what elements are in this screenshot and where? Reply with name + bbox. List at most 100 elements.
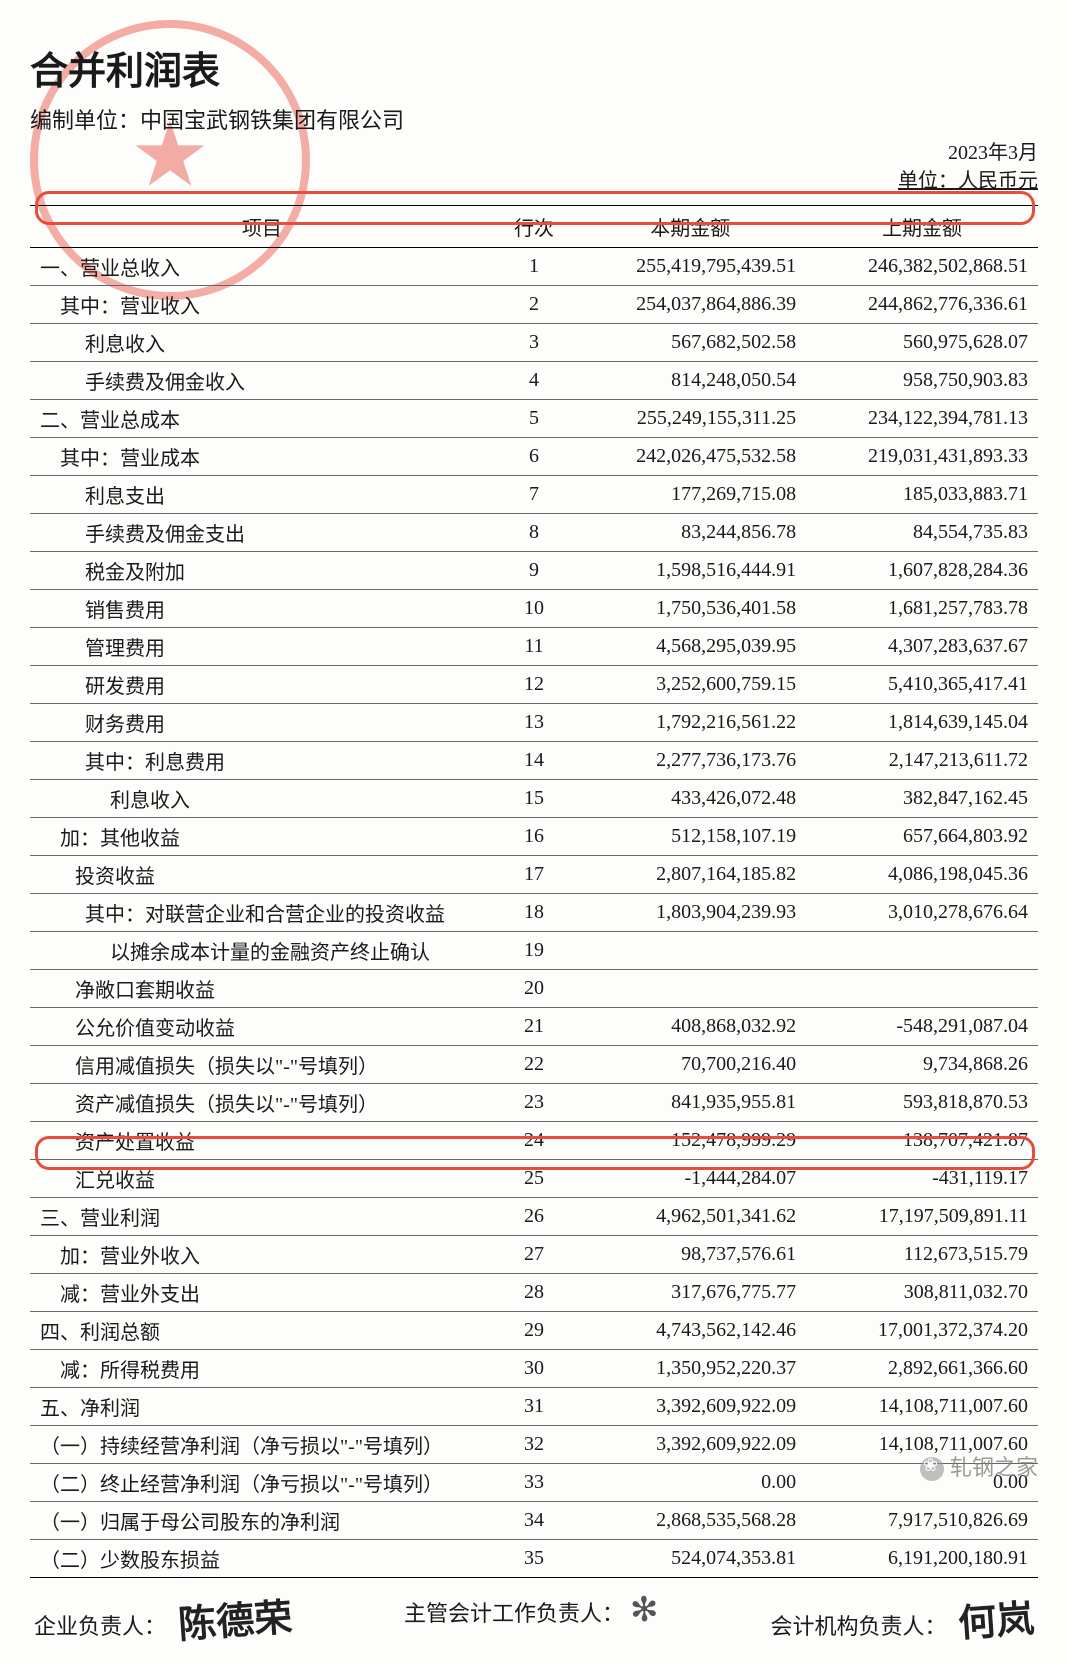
cell-item: 加：其他收益 <box>30 818 494 856</box>
cell-current: 2,807,164,185.82 <box>574 856 806 894</box>
watermark: 轧钢之家 <box>920 1450 1038 1482</box>
table-row: 五、净利润313,392,609,922.0914,108,711,007.60 <box>30 1388 1038 1426</box>
cell-item: 五、净利润 <box>30 1388 494 1426</box>
cell-current: 1,803,904,239.93 <box>574 894 806 932</box>
cell-rownum: 7 <box>494 476 575 514</box>
cell-rownum: 20 <box>494 970 575 1008</box>
cell-prior: 2,892,661,366.60 <box>806 1350 1038 1388</box>
cell-current: 524,074,353.81 <box>574 1540 806 1578</box>
cell-current: 3,252,600,759.15 <box>574 666 806 704</box>
cell-item: 资产处置收益 <box>30 1122 494 1160</box>
cell-rownum: 13 <box>494 704 575 742</box>
footer-label-3: 会计机构负责人： <box>770 1614 946 1639</box>
cell-rownum: 25 <box>494 1160 575 1198</box>
cell-current: 242,026,475,532.58 <box>574 438 806 476</box>
table-row: （一）持续经营净利润（净亏损以"-"号填列）323,392,609,922.09… <box>30 1426 1038 1464</box>
watermark-text: 轧钢之家 <box>950 1455 1038 1480</box>
cell-item: 信用减值损失（损失以"-"号填列） <box>30 1046 494 1084</box>
cell-item: 减：营业外支出 <box>30 1274 494 1312</box>
cell-prior: 4,307,283,637.67 <box>806 628 1038 666</box>
cell-rownum: 35 <box>494 1540 575 1578</box>
cell-item: 利息支出 <box>30 476 494 514</box>
signature-1: 陈德荣 <box>176 1586 294 1649</box>
cell-item: 公允价值变动收益 <box>30 1008 494 1046</box>
cell-item: 加：营业外收入 <box>30 1236 494 1274</box>
table-row: 其中：对联营企业和合营企业的投资收益181,803,904,239.933,01… <box>30 894 1038 932</box>
table-row: 减：营业外支出28317,676,775.77308,811,032.70 <box>30 1274 1038 1312</box>
cell-item: 手续费及佣金收入 <box>30 362 494 400</box>
cell-prior: 234,122,394,781.13 <box>806 400 1038 438</box>
cell-prior: 17,197,509,891.11 <box>806 1198 1038 1236</box>
cell-item: （一）持续经营净利润（净亏损以"-"号填列） <box>30 1426 494 1464</box>
table-row: 资产减值损失（损失以"-"号填列）23841,935,955.81593,818… <box>30 1084 1038 1122</box>
cell-current <box>574 970 806 1008</box>
cell-rownum: 15 <box>494 780 575 818</box>
cell-prior: -548,291,087.04 <box>806 1008 1038 1046</box>
cell-rownum: 14 <box>494 742 575 780</box>
table-row: 三、营业利润264,962,501,341.6217,197,509,891.1… <box>30 1198 1038 1236</box>
cell-current: 814,248,050.54 <box>574 362 806 400</box>
cell-current: 1,598,516,444.91 <box>574 552 806 590</box>
cell-item: 其中：利息费用 <box>30 742 494 780</box>
cell-prior <box>806 970 1038 1008</box>
cell-current: 2,277,736,173.76 <box>574 742 806 780</box>
table-row: 手续费及佣金支出883,244,856.7884,554,735.83 <box>30 514 1038 552</box>
cell-item: 投资收益 <box>30 856 494 894</box>
cell-item: 其中：营业收入 <box>30 286 494 324</box>
cell-prior: 1,814,639,145.04 <box>806 704 1038 742</box>
cell-item: 二、营业总成本 <box>30 400 494 438</box>
cell-current <box>574 932 806 970</box>
cell-current: 3,392,609,922.09 <box>574 1388 806 1426</box>
cell-rownum: 24 <box>494 1122 575 1160</box>
cell-prior: 112,673,515.79 <box>806 1236 1038 1274</box>
table-row: 公允价值变动收益21408,868,032.92-548,291,087.04 <box>30 1008 1038 1046</box>
cell-current: 255,249,155,311.25 <box>574 400 806 438</box>
signature-3: 何岚 <box>956 1587 1036 1647</box>
cell-rownum: 6 <box>494 438 575 476</box>
cell-rownum: 5 <box>494 400 575 438</box>
cell-item: 三、营业利润 <box>30 1198 494 1236</box>
cell-item: 管理费用 <box>30 628 494 666</box>
cell-item: 资产减值损失（损失以"-"号填列） <box>30 1084 494 1122</box>
cell-item: 减：所得税费用 <box>30 1350 494 1388</box>
cell-current: 70,700,216.40 <box>574 1046 806 1084</box>
cell-item: （一）归属于母公司股东的净利润 <box>30 1502 494 1540</box>
cell-prior: 6,191,200,180.91 <box>806 1540 1038 1578</box>
cell-prior <box>806 932 1038 970</box>
cell-prior: 4,086,198,045.36 <box>806 856 1038 894</box>
cell-current: 4,568,295,039.95 <box>574 628 806 666</box>
cell-current: 433,426,072.48 <box>574 780 806 818</box>
cell-item: 一、营业总收入 <box>30 248 494 286</box>
cell-current: 152,478,999.29 <box>574 1122 806 1160</box>
cell-rownum: 32 <box>494 1426 575 1464</box>
cell-current: 3,392,609,922.09 <box>574 1426 806 1464</box>
col-header-row: 行次 <box>494 206 575 248</box>
table-row: 加：营业外收入2798,737,576.61112,673,515.79 <box>30 1236 1038 1274</box>
col-header-item: 项目 <box>30 206 494 248</box>
cell-rownum: 8 <box>494 514 575 552</box>
cell-rownum: 17 <box>494 856 575 894</box>
table-row: 汇兑收益25-1,444,284.07-431,119.17 <box>30 1160 1038 1198</box>
company-name: 编制单位：中国宝武钢铁集团有限公司 <box>30 103 1038 135</box>
income-statement-table: 项目 行次 本期金额 上期金额 一、营业总收入1255,419,795,439.… <box>30 205 1038 1578</box>
cell-rownum: 26 <box>494 1198 575 1236</box>
cell-item: 汇兑收益 <box>30 1160 494 1198</box>
table-row: 投资收益172,807,164,185.824,086,198,045.36 <box>30 856 1038 894</box>
cell-current: -1,444,284.07 <box>574 1160 806 1198</box>
cell-current: 0.00 <box>574 1464 806 1502</box>
cell-prior: 3,010,278,676.64 <box>806 894 1038 932</box>
cell-item: 利息收入 <box>30 780 494 818</box>
cell-item: 手续费及佣金支出 <box>30 514 494 552</box>
cell-item: 财务费用 <box>30 704 494 742</box>
cell-rownum: 30 <box>494 1350 575 1388</box>
cell-item: 销售费用 <box>30 590 494 628</box>
cell-rownum: 29 <box>494 1312 575 1350</box>
cell-current: 1,792,216,561.22 <box>574 704 806 742</box>
table-row: 利息收入3567,682,502.58560,975,628.07 <box>30 324 1038 362</box>
table-row: 研发费用123,252,600,759.155,410,365,417.41 <box>30 666 1038 704</box>
cell-rownum: 19 <box>494 932 575 970</box>
cell-rownum: 4 <box>494 362 575 400</box>
cell-rownum: 27 <box>494 1236 575 1274</box>
cell-rownum: 34 <box>494 1502 575 1540</box>
cell-prior: 382,847,162.45 <box>806 780 1038 818</box>
